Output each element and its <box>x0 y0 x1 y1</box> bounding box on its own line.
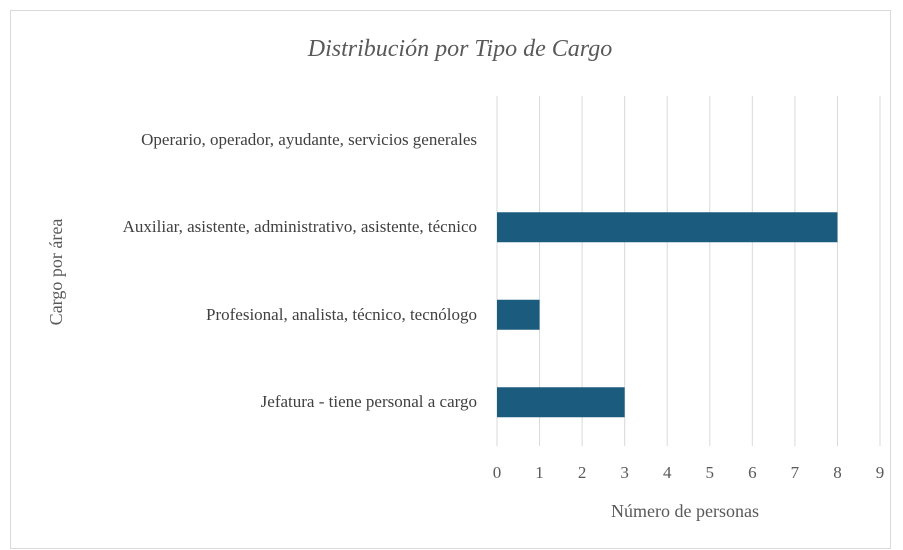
x-tick-label: 1 <box>535 463 544 482</box>
y-tick-label: Auxiliar, asistente, administrativo, asi… <box>75 216 477 238</box>
x-tick-label: 6 <box>748 463 757 482</box>
y-tick-text: Operario, operador, ayudante, servicios … <box>141 129 477 149</box>
x-tick-label: 5 <box>706 463 715 482</box>
x-tick-label: 3 <box>620 463 629 482</box>
y-tick-text: Profesional, analista, técnico, tecnólog… <box>206 304 477 324</box>
x-axis-label: Número de personas <box>611 501 759 521</box>
chart-border <box>10 10 891 549</box>
bar <box>497 299 540 330</box>
y-tick-label: Profesional, analista, técnico, tecnólog… <box>75 304 477 326</box>
y-tick-text: Auxiliar, asistente, administrativo, asi… <box>122 217 477 237</box>
y-axis-label: Cargo por área <box>46 219 66 326</box>
y-tick-label: Operario, operador, ayudante, servicios … <box>75 129 477 151</box>
bar <box>497 387 625 418</box>
x-tick-label: 4 <box>663 463 672 482</box>
y-tick-text: Jefatura - tiene personal a cargo <box>260 392 477 412</box>
chart-title: Distribución por Tipo de Cargo <box>307 36 612 62</box>
y-tick-label: Jefatura - tiene personal a cargo <box>75 391 477 413</box>
bar <box>497 212 838 243</box>
x-tick-label: 9 <box>876 463 885 482</box>
x-tick-label: 7 <box>791 463 800 482</box>
x-tick-label: 2 <box>578 463 587 482</box>
x-tick-label: 0 <box>493 463 502 482</box>
x-tick-label: 8 <box>833 463 842 482</box>
